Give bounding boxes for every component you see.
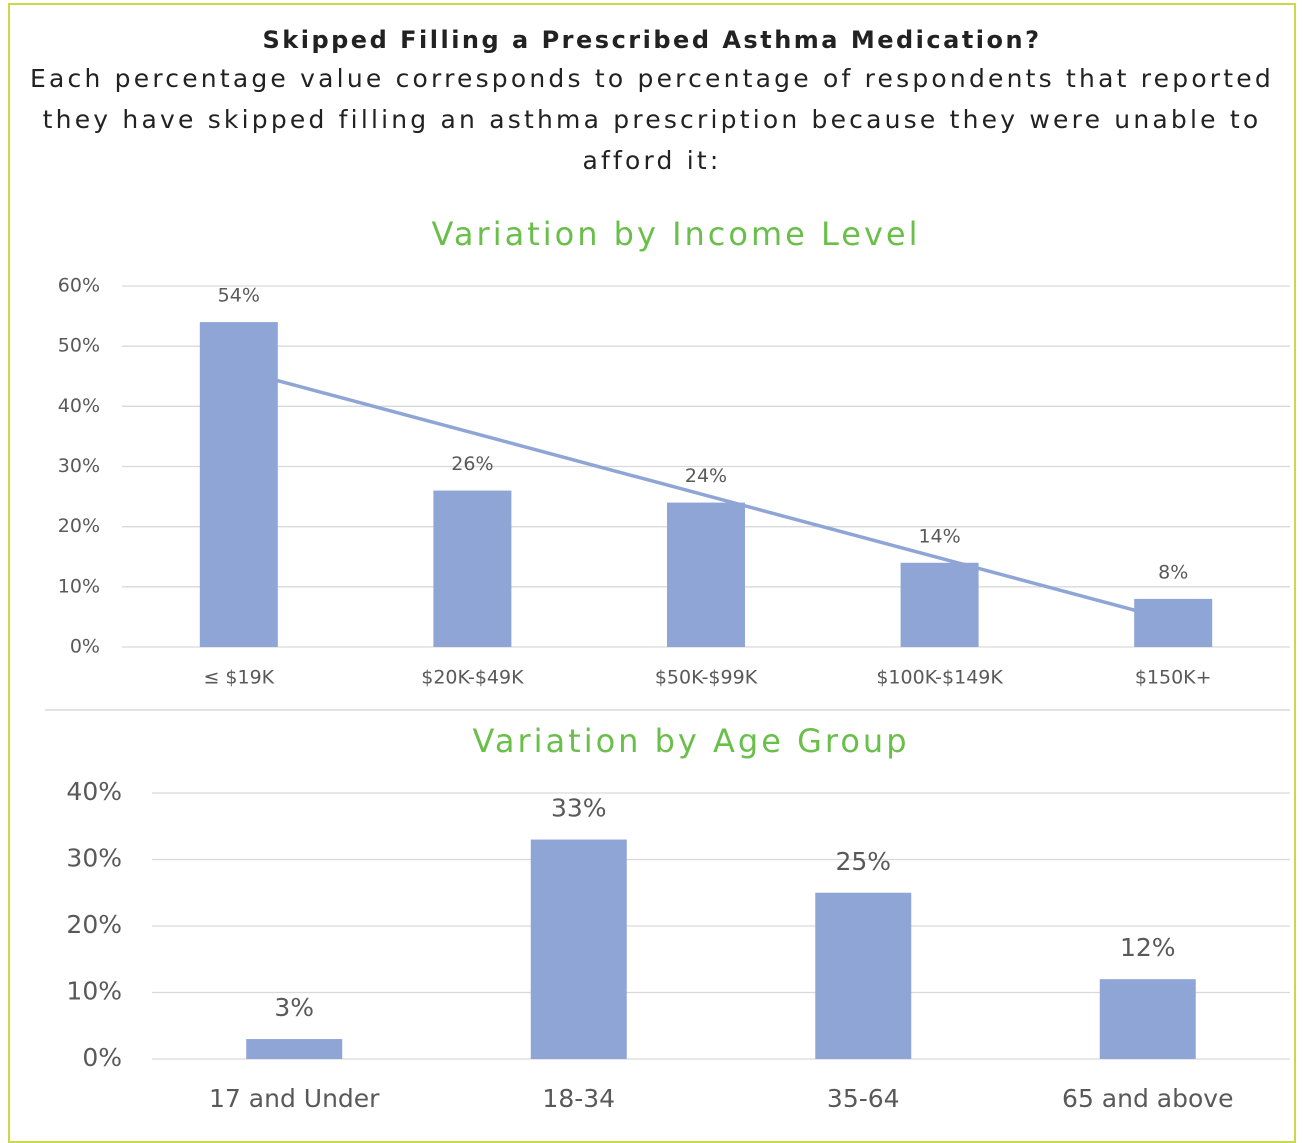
y-tick-label: 40% bbox=[66, 777, 122, 806]
title: Skipped Filling a Prescribed Asthma Medi… bbox=[262, 26, 1042, 54]
data-label: 25% bbox=[835, 847, 891, 876]
x-tick-label: 17 and Under bbox=[209, 1084, 380, 1113]
data-label: 8% bbox=[1158, 561, 1188, 583]
y-tick-label: 30% bbox=[66, 844, 122, 873]
x-tick-label: $50K-$99K bbox=[655, 667, 758, 689]
bar bbox=[1099, 979, 1196, 1059]
bar bbox=[246, 1039, 343, 1059]
x-tick-label: $100K-$149K bbox=[876, 667, 1003, 689]
trendline bbox=[238, 368, 1174, 623]
subtitle: Each percentage value corresponds to per… bbox=[30, 64, 1274, 175]
y-tick-label: 40% bbox=[58, 395, 100, 417]
y-tick-label: 0% bbox=[70, 636, 100, 658]
y-tick-label: 50% bbox=[58, 335, 100, 357]
data-label: 26% bbox=[451, 453, 493, 475]
chart-title: Variation by Income Level bbox=[432, 215, 921, 253]
header: Skipped Filling a Prescribed Asthma Medi… bbox=[14, 22, 1290, 181]
y-tick-label: 0% bbox=[82, 1043, 122, 1072]
data-label: 14% bbox=[918, 525, 960, 547]
bar bbox=[1134, 598, 1213, 647]
x-tick-label: 18-34 bbox=[542, 1084, 615, 1113]
y-tick-label: 20% bbox=[58, 515, 100, 537]
x-tick-label: $150K+ bbox=[1135, 667, 1212, 689]
data-label: 33% bbox=[551, 794, 607, 823]
data-label: 12% bbox=[1120, 933, 1176, 962]
chart-title: Variation by Age Group bbox=[472, 722, 909, 760]
x-tick-label: ≤ $19K bbox=[203, 667, 274, 689]
x-tick-label: $20K-$49K bbox=[421, 667, 524, 689]
y-tick-label: 60% bbox=[58, 275, 100, 297]
data-label: 54% bbox=[218, 285, 260, 307]
y-tick-label: 10% bbox=[66, 977, 122, 1006]
bar bbox=[815, 892, 912, 1059]
bar bbox=[900, 562, 979, 647]
data-label: 24% bbox=[685, 465, 727, 487]
x-tick-label: 65 and above bbox=[1062, 1084, 1233, 1113]
data-label: 3% bbox=[274, 993, 314, 1022]
x-tick-label: 35-64 bbox=[827, 1084, 900, 1113]
y-tick-label: 30% bbox=[58, 455, 100, 477]
bar bbox=[433, 490, 512, 647]
y-tick-label: 20% bbox=[66, 910, 122, 939]
bar bbox=[667, 502, 745, 647]
y-tick-label: 10% bbox=[58, 575, 100, 597]
bar bbox=[530, 839, 627, 1059]
